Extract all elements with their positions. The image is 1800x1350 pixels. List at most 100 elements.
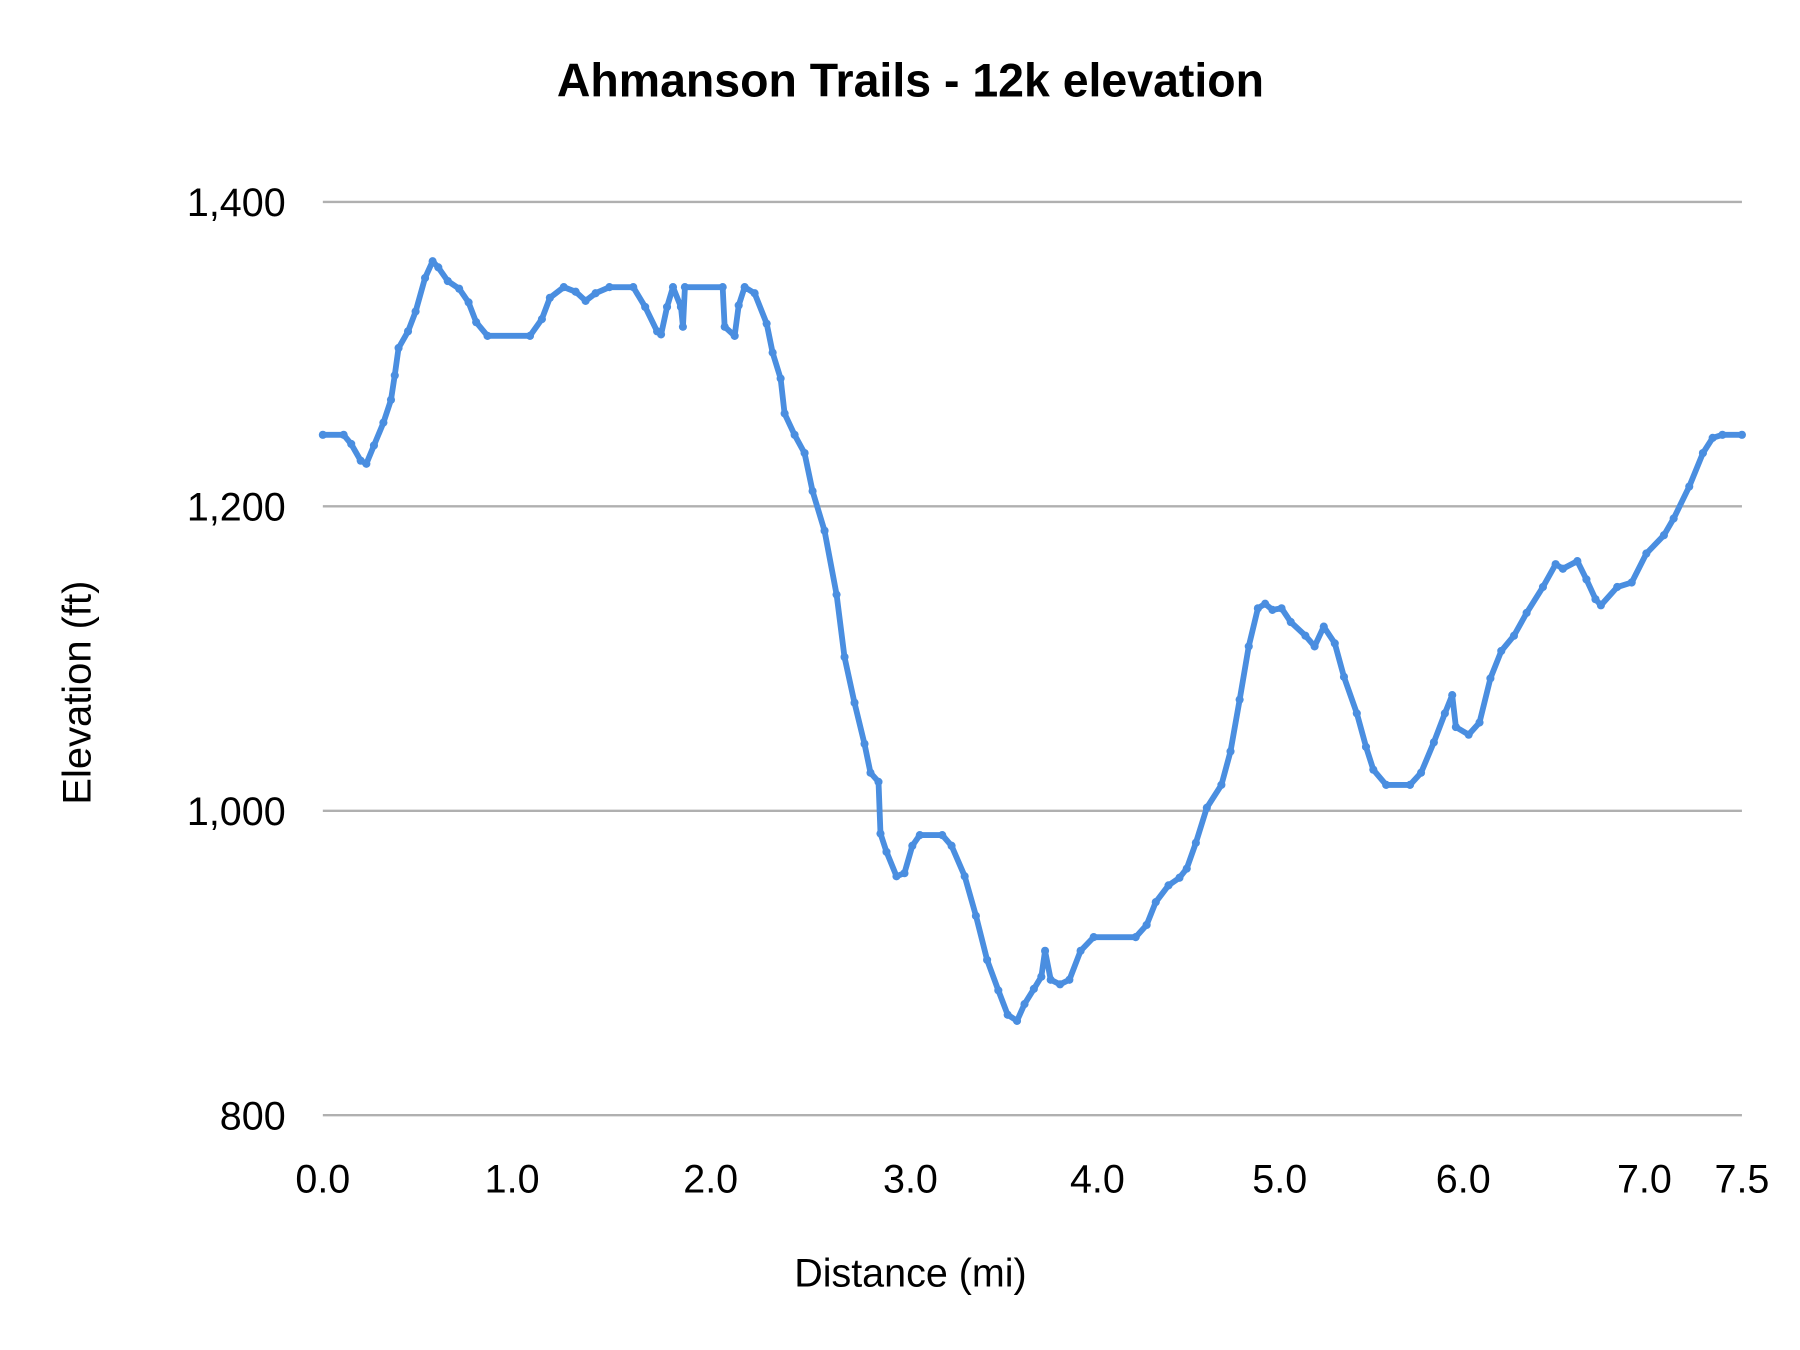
data-point bbox=[1055, 980, 1065, 989]
data-point bbox=[1591, 595, 1600, 604]
data-point bbox=[1685, 482, 1694, 491]
x-tick-label: 5.0 bbox=[1252, 1158, 1307, 1202]
y-tick-label: 800 bbox=[220, 1094, 286, 1138]
data-point bbox=[676, 302, 685, 312]
x-tick-label: 4.0 bbox=[1070, 1158, 1125, 1202]
data-point bbox=[971, 911, 980, 920]
data-point bbox=[1551, 560, 1560, 569]
x-tick-label: 2.0 bbox=[683, 1158, 738, 1202]
data-point bbox=[1573, 557, 1582, 566]
data-point bbox=[1522, 608, 1531, 618]
data-point bbox=[1708, 433, 1717, 442]
data-point bbox=[1301, 631, 1310, 640]
data-point bbox=[1151, 898, 1160, 907]
y-tick-labels: 800 1,000 1,200 1,400 bbox=[187, 181, 286, 1139]
data-point bbox=[820, 526, 829, 535]
data-point bbox=[1286, 617, 1295, 627]
data-point bbox=[680, 283, 689, 292]
data-point bbox=[1464, 730, 1473, 739]
data-point bbox=[750, 289, 759, 298]
data-point bbox=[1235, 695, 1244, 704]
data-point bbox=[1041, 946, 1050, 955]
data-point bbox=[1613, 582, 1622, 592]
y-axis-label: Elevation (ft) bbox=[56, 581, 100, 805]
data-point bbox=[1642, 549, 1651, 558]
data-point bbox=[734, 301, 743, 310]
data-point bbox=[1217, 780, 1226, 790]
x-tick-label: 7.5 bbox=[1714, 1158, 1769, 1202]
data-point bbox=[1737, 430, 1746, 439]
data-point bbox=[776, 374, 785, 383]
data-point bbox=[1352, 709, 1361, 718]
data-point bbox=[1065, 975, 1074, 984]
data-point bbox=[1277, 604, 1286, 613]
data-point bbox=[1440, 709, 1449, 718]
data-point bbox=[605, 283, 614, 292]
data-point bbox=[668, 283, 678, 292]
data-point bbox=[1319, 622, 1328, 631]
data-point bbox=[1330, 639, 1339, 648]
data-point bbox=[347, 439, 356, 449]
y-tick-label: 1,200 bbox=[187, 485, 286, 529]
data-point bbox=[860, 739, 869, 748]
data-point bbox=[483, 331, 492, 340]
data-point bbox=[678, 322, 687, 331]
data-point bbox=[1405, 780, 1415, 790]
data-point bbox=[908, 841, 917, 850]
data-point bbox=[1382, 780, 1391, 790]
x-axis-label: Distance (mi) bbox=[794, 1251, 1026, 1295]
data-point bbox=[1268, 605, 1277, 614]
data-point bbox=[1538, 582, 1548, 592]
data-point bbox=[1509, 631, 1519, 640]
data-point bbox=[428, 257, 437, 266]
data-point bbox=[762, 319, 771, 328]
data-point bbox=[339, 430, 348, 439]
data-point bbox=[1659, 531, 1668, 540]
data-point bbox=[472, 318, 481, 327]
data-point bbox=[1310, 642, 1319, 651]
data-point bbox=[1361, 742, 1371, 751]
elevation-series bbox=[318, 257, 1746, 1025]
data-point bbox=[1451, 722, 1460, 732]
data-point bbox=[443, 276, 452, 286]
data-point bbox=[394, 343, 403, 353]
data-point bbox=[525, 331, 535, 340]
data-point bbox=[581, 296, 590, 305]
data-point bbox=[1089, 933, 1098, 942]
data-point bbox=[800, 448, 809, 458]
data-point bbox=[1497, 646, 1506, 656]
data-point bbox=[571, 287, 580, 296]
data-point bbox=[900, 869, 909, 878]
data-point bbox=[876, 829, 885, 838]
data-point bbox=[434, 263, 443, 272]
x-tick-labels: 0.0 1.0 2.0 3.0 4.0 5.0 6.0 7.0 7.5 bbox=[295, 1158, 1769, 1202]
data-point bbox=[318, 430, 327, 439]
data-point bbox=[464, 298, 473, 307]
data-point bbox=[983, 955, 992, 965]
data-point bbox=[840, 652, 849, 662]
data-point bbox=[720, 322, 729, 331]
data-point bbox=[1003, 1010, 1012, 1019]
data-point bbox=[1582, 575, 1591, 584]
data-point bbox=[420, 273, 430, 283]
data-point bbox=[1718, 430, 1727, 439]
data-point bbox=[850, 698, 859, 707]
data-point bbox=[994, 986, 1003, 995]
data-point bbox=[730, 331, 739, 340]
data-point bbox=[1182, 864, 1191, 873]
data-point bbox=[790, 430, 799, 439]
data-point bbox=[1029, 984, 1038, 993]
data-point bbox=[1475, 718, 1484, 727]
data-point bbox=[411, 307, 420, 316]
data-point bbox=[882, 847, 891, 856]
x-tick-label: 0.0 bbox=[295, 1158, 350, 1202]
data-point bbox=[641, 302, 650, 312]
data-point bbox=[591, 289, 600, 298]
data-point bbox=[938, 831, 947, 840]
data-point bbox=[947, 841, 956, 850]
data-point bbox=[1669, 514, 1678, 523]
y-tick-label: 1,000 bbox=[187, 790, 286, 834]
data-point bbox=[1191, 838, 1200, 847]
data-point bbox=[390, 371, 399, 380]
